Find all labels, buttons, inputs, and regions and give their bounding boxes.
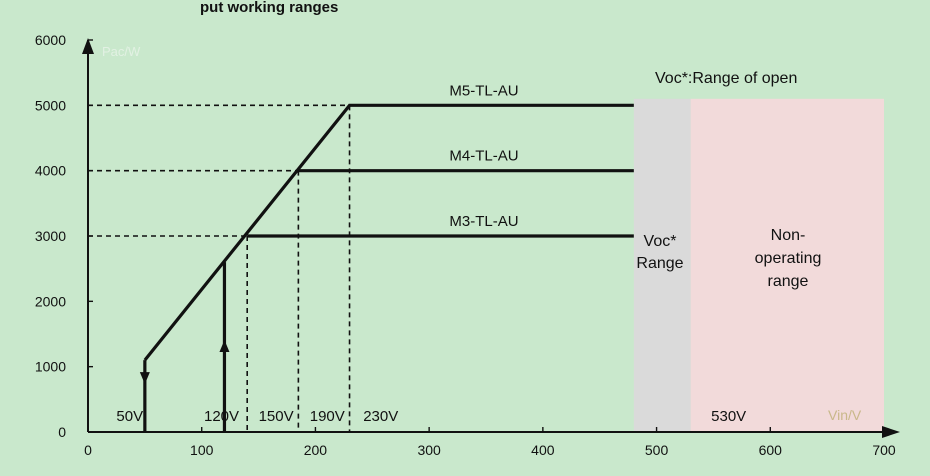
voltage-annotation: 150V [259,408,294,425]
y-axis-arrowhead [82,38,94,54]
y-tick-label: 4000 [35,163,66,179]
voc-note: Voc*:Range of open [655,70,797,87]
x-tick-label: 100 [190,442,214,458]
x-axis-label: Vin/V [828,407,862,423]
region-label-voc: Range [636,255,683,272]
y-tick-label: 0 [58,424,66,440]
y-tick-label: 6000 [35,32,66,48]
y-tick-label: 1000 [35,359,66,375]
voltage-annotation: 530V [711,408,746,425]
region-label-non_operating: range [768,273,809,290]
y-tick-label: 2000 [35,293,66,309]
x-tick-label: 300 [417,442,441,458]
voltage-annotation: 120V [204,408,239,425]
voltage-annotation: 50V [116,408,143,425]
series-label-M5-TL-AU: M5-TL-AU [449,82,518,99]
regions-layer [633,98,884,433]
x-axis-arrowhead [882,426,900,438]
region-non_operating [690,98,884,433]
labels-layer: Voc*:Range of open M5-TL-AU M4-TL-AU M3-TL… [116,70,821,425]
arrow-head-0 [139,372,150,385]
region-label-non_operating: Non- [771,227,806,244]
y-tick-label: 5000 [35,97,66,113]
x-tick-label: 400 [531,442,555,458]
x-tick-label: 0 [84,442,92,458]
y-tick-label: 3000 [35,228,66,244]
guide-lines-layer [88,104,351,432]
series-line-M5-TL-AU [143,103,634,362]
x-tick-label: 600 [759,442,783,458]
x-tick-label: 500 [645,442,669,458]
chart-header-text: put working ranges [200,0,338,16]
series-label-M3-TL-AU: M3-TL-AU [449,213,518,230]
x-tick-label: 200 [304,442,328,458]
series-label-M4-TL-AU: M4-TL-AU [449,148,518,165]
voltage-annotation: 190V [310,408,345,425]
voltage-annotation: 230V [363,408,398,425]
x-tick-label: 700 [872,442,896,458]
series-layer [139,103,634,432]
axes-layer: put working ranges Pac/W Vin/V 0 100 200 30… [35,0,900,458]
region-voc [633,98,691,433]
y-axis-label: Pac/W [102,44,141,59]
arrow-head-1 [219,340,230,352]
region-label-non_operating: operating [755,250,822,267]
region-label-voc: Voc* [644,233,677,250]
